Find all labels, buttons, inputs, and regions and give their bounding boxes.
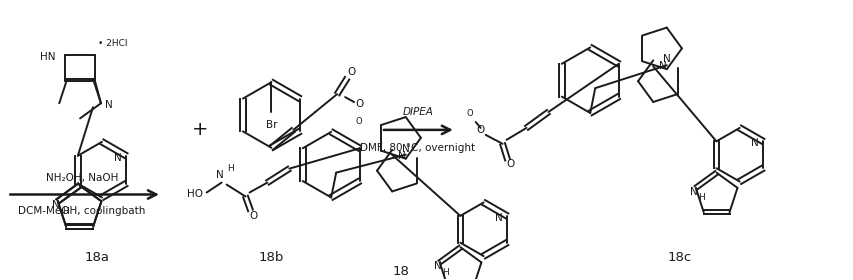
Text: 18c: 18c [667,251,691,263]
Text: N: N [397,151,405,161]
Text: N: N [52,200,60,210]
Text: 18b: 18b [258,251,284,263]
Text: N: N [495,213,502,223]
Text: O: O [346,67,355,77]
Text: O: O [249,211,258,221]
Text: N: N [216,170,223,179]
Text: HO: HO [187,190,202,199]
Text: HN: HN [39,52,55,62]
Text: H: H [61,207,68,216]
Text: +: + [191,120,207,139]
Text: N: N [659,61,666,71]
Text: O: O [476,125,485,135]
Text: N: N [689,187,697,197]
Text: H: H [441,268,448,277]
Text: DMF, 80 °C, overnight: DMF, 80 °C, overnight [360,143,475,153]
Text: O: O [466,109,472,118]
Text: H: H [227,164,234,173]
Text: DIPEA: DIPEA [402,107,432,117]
Text: H: H [697,193,704,202]
Text: 18a: 18a [84,251,109,263]
Text: Br: Br [265,120,277,130]
Text: N: N [662,54,670,64]
Text: O: O [355,99,363,109]
Text: • 2HCl: • 2HCl [98,39,127,48]
Text: N: N [105,100,113,110]
Text: 18: 18 [392,265,409,277]
Text: N: N [751,138,758,148]
Text: N: N [114,153,122,163]
Text: O: O [506,159,514,169]
Text: DCM-MeOH, coolingbath: DCM-MeOH, coolingbath [19,206,146,216]
Text: N: N [433,261,441,271]
Text: N: N [402,144,409,154]
Text: O: O [356,117,362,127]
Text: NH₂OH, NaOH: NH₂OH, NaOH [46,172,119,183]
